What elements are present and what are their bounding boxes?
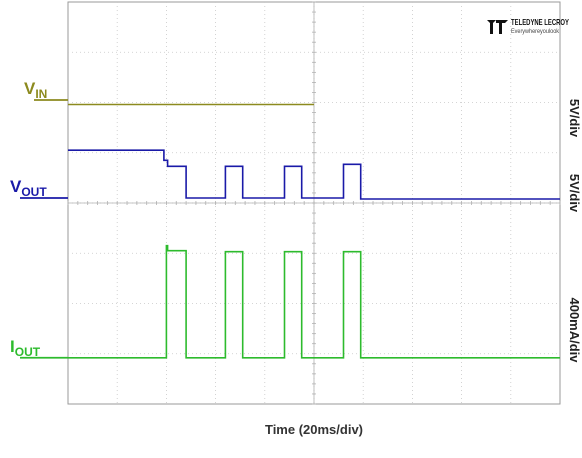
brand-name: TELEDYNE LECROY <box>511 17 569 27</box>
scale-label-iout: 400mA/div <box>567 297 582 363</box>
brand-tagline: Everywhereyoulook <box>511 29 560 35</box>
channel-label-v-out: VOUT <box>10 177 47 199</box>
channel-label-i-out: IOUT <box>10 337 41 359</box>
trace-i-out <box>68 244 560 359</box>
traces <box>68 103 560 359</box>
teledyne-lecroy-logo <box>487 20 508 34</box>
channel-label-main: V <box>24 79 36 98</box>
channel-label-main: I <box>10 337 15 356</box>
scale-label-vin: 5V/div <box>567 99 582 138</box>
channel-label-main: V <box>10 177 22 196</box>
grid <box>67 1 561 405</box>
trace-v-out <box>68 149 560 200</box>
channel-label-sub: IN <box>35 87 47 101</box>
scale-label-vout: 5V/div <box>567 174 582 213</box>
channel-label-sub: OUT <box>21 185 47 199</box>
x-axis-label: Time (20ms/div) <box>265 422 363 437</box>
channel-label-sub: OUT <box>15 345 41 359</box>
channel-label-v-in: VIN <box>24 79 47 101</box>
